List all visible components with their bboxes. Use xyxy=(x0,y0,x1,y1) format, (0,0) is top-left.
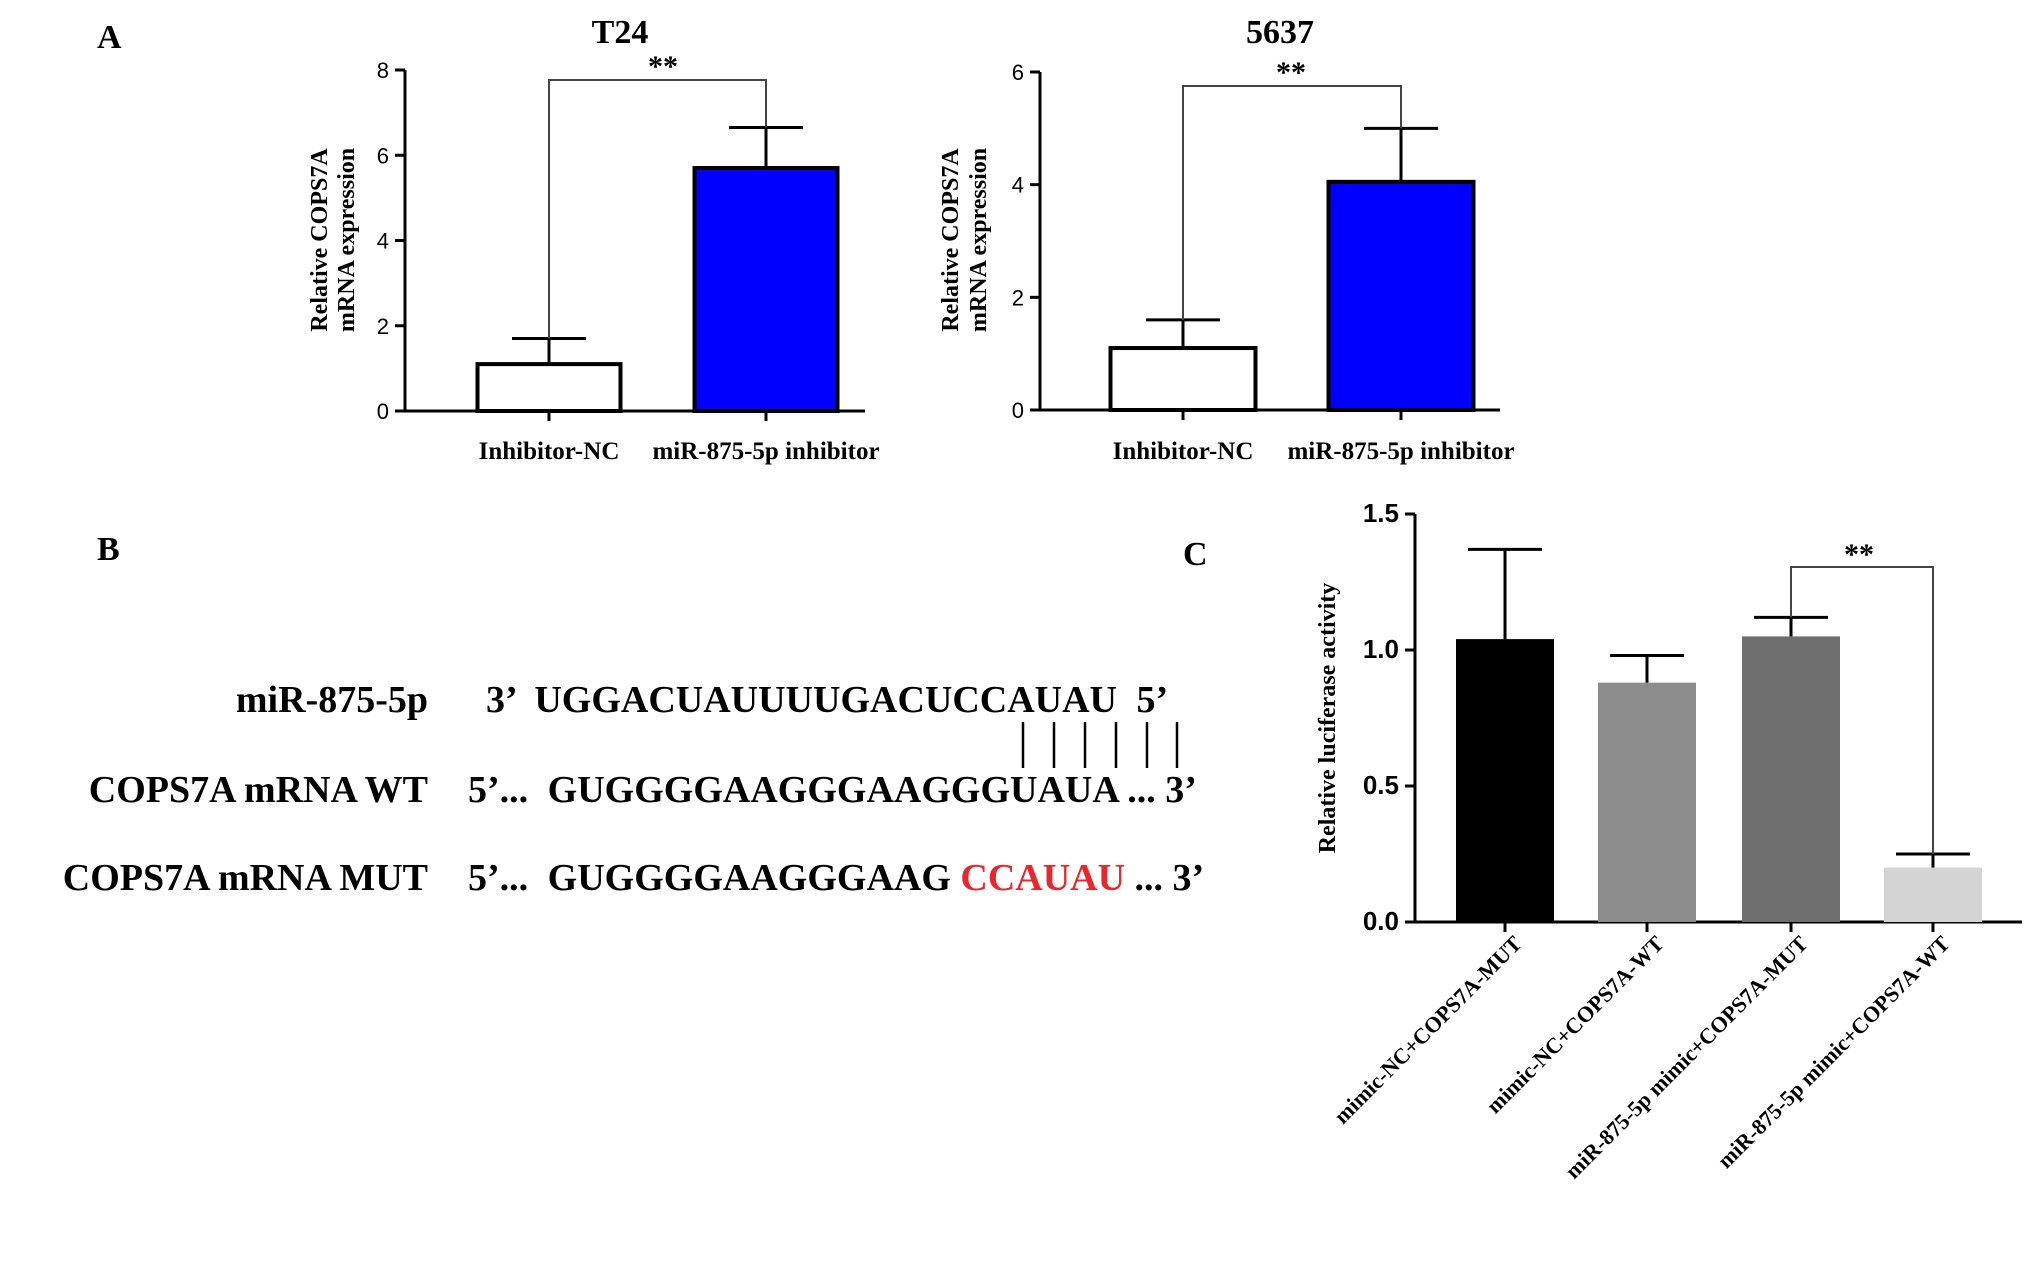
y-tick-label: 2 xyxy=(1012,285,1024,310)
y-axis-label-line2: mRNA expression xyxy=(966,148,992,332)
chart-title: 5637 xyxy=(1246,14,1314,51)
significance-bracket xyxy=(1790,566,1934,854)
significance-label: ** xyxy=(1276,56,1306,89)
y-axis-label: Relative COPS7A xyxy=(307,148,333,332)
significance-bracket xyxy=(548,79,767,339)
significance-label: ** xyxy=(1844,538,1874,571)
wt-left-end: 5’... xyxy=(468,769,528,811)
mir-left-end: 3’ xyxy=(486,679,515,721)
x-category-label: miR-875-5p inhibitor xyxy=(1287,438,1514,465)
y-tick-label: 0 xyxy=(1012,398,1024,423)
y-tick-label: 4 xyxy=(377,229,389,254)
y-tick-label: 6 xyxy=(377,143,389,168)
bar xyxy=(692,166,840,413)
mut-seq-red: CCAUAU xyxy=(960,857,1125,899)
mut-sequence: 5’... GUGGGGAAGGGAAG CCAUAU ... 3’ xyxy=(468,857,1204,899)
chart-t24: T24 Relative COPS7A mRNA expression 0 2 4 6 8 In… xyxy=(307,14,880,465)
x-category-label: Inhibitor-NC xyxy=(479,438,620,465)
panel-letter-b: B xyxy=(97,531,120,568)
mir-label: miR-875-5p xyxy=(236,679,428,721)
wt-sequence: 5’... GUGGGGAAGGGAAGGGUAUA ... 3’ xyxy=(468,769,1197,811)
x-category-label: miR-875-5p mimic+COPS7A-MUT xyxy=(1560,931,1813,1184)
x-category-label: miR-875-5p mimic+COPS7A-WT xyxy=(1712,931,1954,1173)
base-pair-lines xyxy=(1021,722,1179,768)
x-category-label: miR-875-5p inhibitor xyxy=(652,438,879,465)
significance-bracket xyxy=(1182,85,1402,320)
y-tick-label: 4 xyxy=(1012,173,1024,198)
mir-seq: UGGACUAUUUUGACUCCAUAU xyxy=(534,679,1117,721)
y-tick-label: 1.5 xyxy=(1363,498,1399,528)
mut-seq-black: GUGGGGAAGGGAAG xyxy=(548,857,951,899)
panel-letter-a: A xyxy=(97,19,122,56)
bar xyxy=(1598,682,1696,922)
mir-sequence: 3’ UGGACUAUUUUGACUCCAUAU 5’ xyxy=(486,679,1168,721)
y-tick-label: 2 xyxy=(377,314,389,339)
mir-right-end: 5’ xyxy=(1136,679,1168,721)
y-tick-label: 0.0 xyxy=(1363,906,1399,936)
mut-right-end: ... 3’ xyxy=(1135,857,1205,899)
y-tick-label: 8 xyxy=(377,58,389,83)
mut-label: COPS7A mRNA MUT xyxy=(63,857,428,899)
panel-letter-c: C xyxy=(1183,536,1208,573)
significance-label: ** xyxy=(648,50,678,83)
chart-title: T24 xyxy=(592,14,649,51)
bar xyxy=(1742,636,1840,922)
y-axis-label-line2: mRNA expression xyxy=(334,148,360,332)
wt-right-end: ... 3’ xyxy=(1127,769,1197,811)
mut-left-end: 5’... xyxy=(468,857,528,899)
chart-5637: 5637 Relative COPS7A mRNA expression 0 2 4 6 In… xyxy=(938,14,1515,465)
x-category-label: Inhibitor-NC xyxy=(1113,438,1254,465)
chart-luciferase: Relative luciferase activity 0.0 0.5 1.0 1.5… xyxy=(1315,498,2022,1183)
y-axis-label: Relative COPS7A xyxy=(938,148,964,332)
bar xyxy=(1456,639,1554,922)
bar xyxy=(1326,179,1476,412)
wt-label: COPS7A mRNA WT xyxy=(89,769,428,811)
y-axis-label: Relative luciferase activity xyxy=(1315,583,1341,854)
y-tick-label: 0 xyxy=(377,399,389,424)
y-tick-label: 0.5 xyxy=(1363,770,1399,800)
wt-seq: GUGGGGAAGGGAAGGGUAUA xyxy=(548,769,1121,811)
bar xyxy=(475,362,623,413)
y-tick-label: 6 xyxy=(1012,60,1024,85)
sequence-alignment: miR-875-5p 3’ UGGACUAUUUUGACUCCAUAU 5’ C… xyxy=(63,679,1204,899)
y-tick-label: 1.0 xyxy=(1363,634,1399,664)
bar xyxy=(1884,867,1982,922)
bar xyxy=(1108,346,1258,412)
